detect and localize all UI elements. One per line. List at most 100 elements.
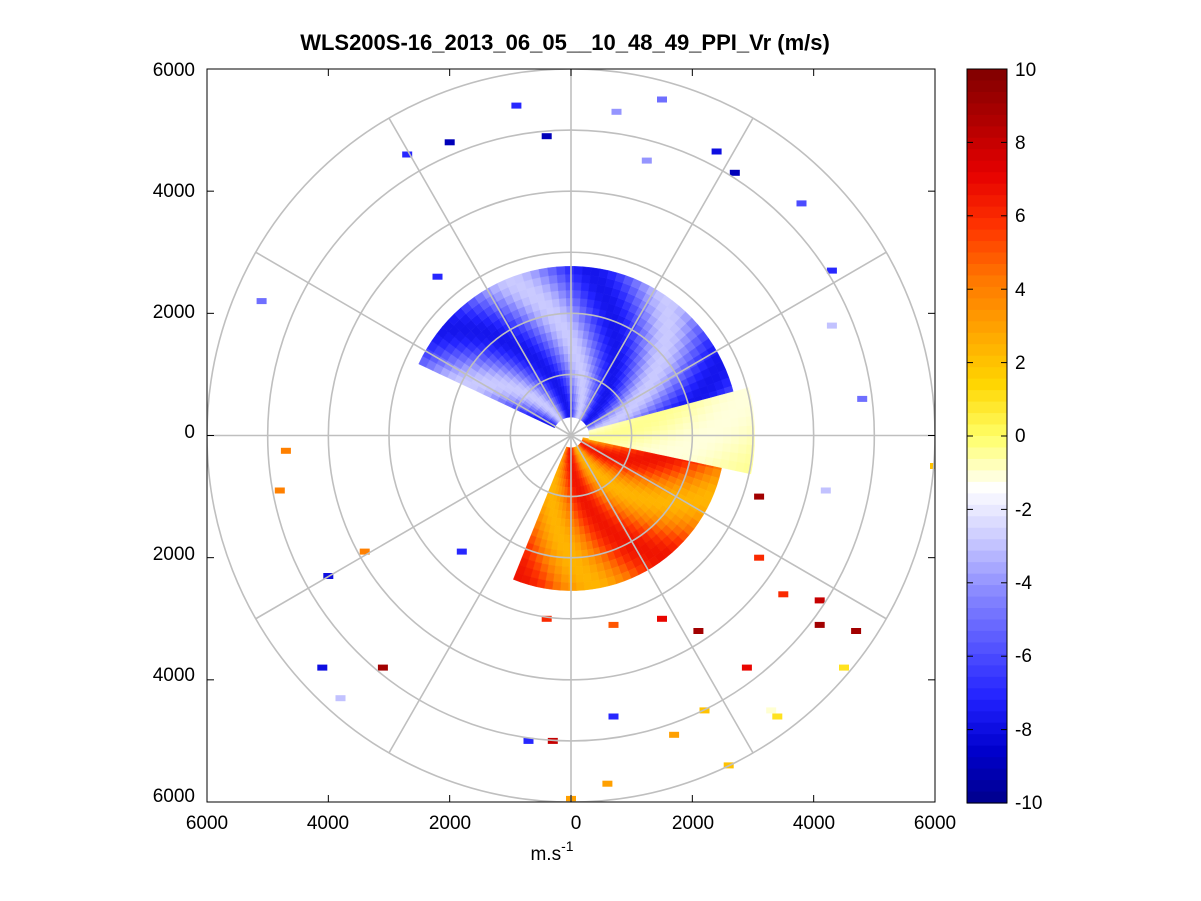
scatter-return (432, 273, 443, 280)
scatter-return (602, 780, 613, 787)
velocity-cell (587, 556, 597, 566)
velocity-cell (714, 442, 724, 452)
scatter-return (641, 157, 652, 164)
velocity-cell (579, 533, 587, 543)
colorbar-band (967, 126, 1007, 139)
velocity-cell (706, 420, 716, 429)
colorbar-band (967, 252, 1007, 265)
velocity-cell (573, 526, 580, 536)
colorbar-band (967, 332, 1007, 345)
colorbar-band (967, 263, 1007, 277)
velocity-cell (538, 267, 549, 278)
velocity-cell (722, 426, 732, 436)
colorbar-band (967, 608, 1007, 621)
polar-spoke (570, 117, 754, 436)
scatter-return (335, 695, 346, 702)
velocity-cell (682, 416, 692, 424)
colorbar-band (967, 630, 1007, 644)
velocity-cell (565, 377, 570, 386)
velocity-cell (561, 329, 568, 339)
colorbar-band (967, 275, 1007, 288)
velocity-cell (563, 534, 570, 544)
velocity-cell (565, 289, 574, 299)
velocity-cell (736, 407, 747, 419)
velocity-cell (564, 361, 569, 371)
colorbar-band (967, 665, 1007, 678)
velocity-cell (562, 337, 569, 347)
velocity-cell (553, 314, 562, 324)
velocity-cell (567, 337, 573, 347)
velocity-cell (697, 448, 708, 458)
scatter-return (772, 713, 783, 720)
velocity-cell (572, 345, 578, 355)
colorbar-gradient (967, 69, 1007, 804)
velocity-cell (707, 435, 716, 444)
scatter-return (377, 664, 388, 671)
velocity-cell (568, 558, 576, 568)
velocity-cell (557, 337, 564, 347)
y-tick-label: 2000 (153, 544, 195, 565)
velocity-cell (722, 443, 732, 453)
velocity-cell (667, 429, 677, 436)
colorbar-band (967, 172, 1007, 185)
y-tick-label: 4000 (153, 665, 195, 686)
velocity-cell (730, 417, 740, 428)
velocity-cell (567, 329, 574, 338)
velocity-cell (566, 321, 574, 331)
colorbar-band (967, 413, 1007, 426)
velocity-cell (541, 283, 552, 294)
scatter-return (741, 664, 752, 671)
colorbar-band (967, 481, 1007, 494)
polar-spoke (255, 251, 572, 437)
y-tick-label: 6000 (153, 786, 195, 807)
velocity-cell (572, 329, 579, 339)
colorbar-band (967, 80, 1007, 93)
velocity-cell (554, 557, 563, 567)
velocity-cell (696, 455, 707, 465)
velocity-cell (667, 440, 677, 447)
y-tick-label: 2000 (153, 302, 195, 323)
velocity-cell (573, 289, 582, 299)
colorbar-tick-labels: 10 8 6 4 2 0 -2 -4 -6 -8 -10 (1015, 60, 1042, 814)
velocity-cell (540, 275, 551, 286)
colorbar-band (967, 344, 1007, 357)
velocity-cell (582, 573, 592, 583)
polar-spoke (570, 251, 887, 437)
velocity-cell (550, 290, 560, 300)
velocity-cell (699, 435, 708, 443)
velocity-cell (738, 435, 748, 446)
velocity-cell (560, 582, 569, 591)
velocity-cell (573, 518, 580, 528)
velocity-cell (565, 297, 574, 307)
velocity-cell (573, 281, 582, 291)
velocity-cell (730, 435, 740, 445)
velocity-cell (683, 428, 692, 436)
velocity-cell (572, 313, 580, 323)
velocity-cell (736, 452, 747, 464)
velocity-cell (573, 274, 583, 283)
velocity-cell (698, 420, 708, 429)
velocity-cell (547, 266, 558, 277)
colorbar: 10 8 6 4 2 0 -2 -4 -6 -8 -10 (966, 60, 1042, 814)
colorbar-band (967, 722, 1007, 735)
scatter-return (402, 151, 413, 158)
velocity-cell (666, 418, 676, 426)
velocity-cell (564, 266, 575, 275)
velocity-cell (544, 299, 554, 309)
chart-title: WLS200S-16_2013_06_05__10_48_49_PPI_Vr (… (300, 30, 830, 55)
velocity-cell (675, 423, 684, 431)
colorbar-band (967, 218, 1007, 231)
velocity-cell (575, 558, 583, 567)
velocity-cell (721, 410, 731, 420)
scatter-return (317, 664, 328, 671)
scatter-return (820, 487, 831, 494)
colorbar-band (967, 734, 1007, 747)
y-tick-label: 0 (184, 422, 195, 443)
scatter-return (826, 322, 837, 329)
velocity-cell (581, 266, 592, 276)
velocity-cell (581, 557, 590, 567)
colorbar-band (967, 573, 1007, 586)
colorbar-band (967, 309, 1007, 322)
scatter-return (541, 133, 552, 140)
scatter-return (523, 737, 534, 744)
